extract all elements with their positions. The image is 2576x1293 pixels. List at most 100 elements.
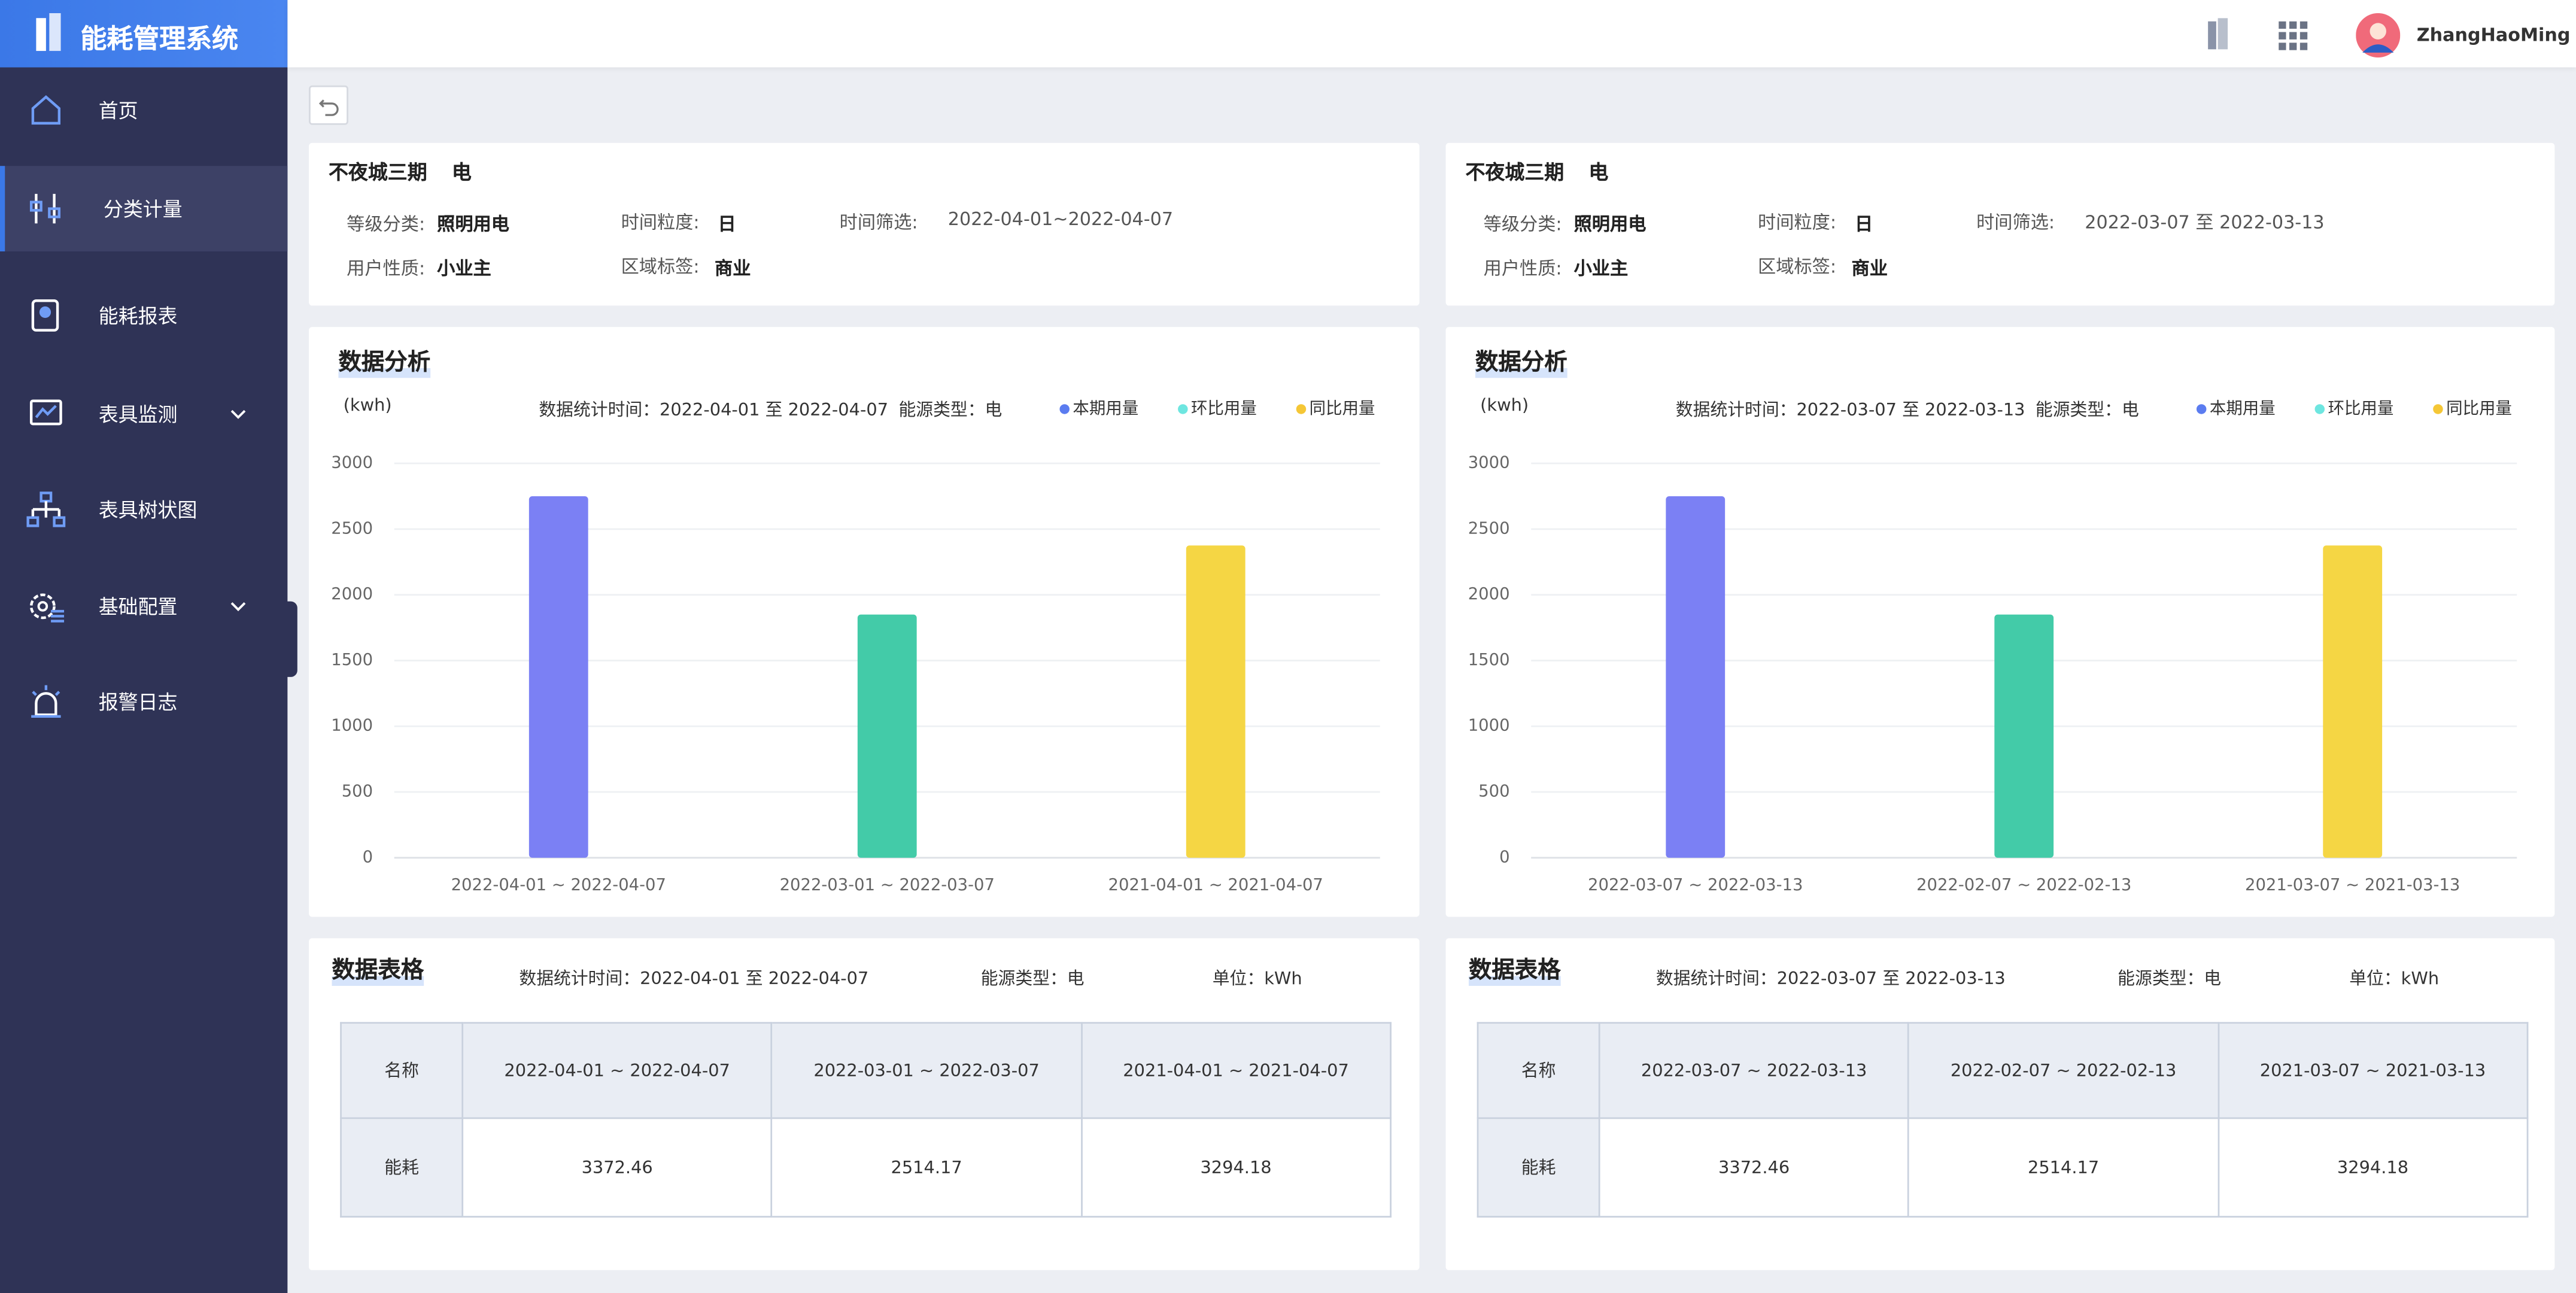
legend-label: 本期用量 [1073, 399, 1138, 418]
chart: (kwh) 数据统计时间：2022-03-07 至 2022-03-13 能源类型：… [1468, 394, 2517, 894]
legend-dot [2196, 404, 2207, 414]
field-value: 照明用电 [437, 213, 509, 235]
info-card: 不夜城三期电等级分类: 照明用电 时间粒度: 日 时间筛选: 2022-03-07 至 2… [1445, 142, 2555, 306]
x-tick-label: 2022-04-01 ~ 2022-04-07 [451, 876, 666, 894]
bar [1666, 496, 1726, 858]
table-row: 能耗 3372.46 2514.17 3294.18 [340, 1117, 1392, 1218]
y-axis-label: (kwh) [1480, 394, 1529, 415]
collapse-handle[interactable] [284, 601, 297, 677]
header-cell: 2022-03-01 ~ 2022-03-07 [771, 1022, 1082, 1119]
y-tick-label: 2000 [1468, 585, 1510, 603]
menu-icon [31, 95, 61, 125]
header: ZhangHaoMing [287, 0, 2576, 68]
bar [857, 614, 917, 858]
app-title: 能耗管理系统 [80, 23, 239, 54]
unit: 单位：kWh [2349, 969, 2440, 990]
menu-item[interactable]: 表具监测 [0, 371, 287, 457]
legend-label: 同比用量 [1310, 399, 1375, 418]
avatar[interactable] [2356, 13, 2401, 58]
bar [1186, 545, 1246, 858]
menu-label: 报警日志 [98, 691, 178, 714]
energy-name: 电 [1588, 161, 1609, 184]
y-tick-label: 1500 [1468, 651, 1510, 669]
menu-label: 基础配置 [98, 596, 178, 619]
table-header-row: 名称 2022-04-01 ~ 2022-04-07 2022-03-01 ~ 20… [340, 1022, 1392, 1119]
table-card: 数据表格 数据统计时间：2022-03-07 至 2022-03-13 能源类型：电… [1445, 938, 2555, 1270]
data-table: 名称 2022-04-01 ~ 2022-04-07 2022-03-01 ~ 20… [340, 1022, 1392, 1218]
section-title: 数据分析 [1475, 345, 1568, 378]
back-button[interactable] [309, 85, 348, 125]
chevron [230, 409, 246, 419]
field-value: 商业 [1851, 257, 1888, 280]
table-cell: 2514.17 [1907, 1117, 2219, 1218]
apps-icon[interactable] [2279, 21, 2308, 51]
menu-label: 表具树状图 [98, 499, 198, 522]
x-tick-label: 2021-03-07 ~ 2021-03-13 [2245, 876, 2460, 894]
y-tick-label: 0 [363, 848, 373, 866]
logo-icon [36, 13, 61, 51]
menu-item[interactable]: 报警日志 [0, 659, 287, 745]
stat-time: 数据统计时间：2022-03-07 至 2022-03-13 [1676, 399, 2025, 420]
table-header-row: 名称 2022-03-07 ~ 2022-03-13 2022-02-07 ~ 20… [1477, 1022, 2529, 1119]
menu-icon [26, 491, 66, 527]
table-cell: 能耗 [340, 1117, 464, 1218]
logo-bar[interactable]: 能耗管理系统 [0, 0, 288, 68]
field-value: 2022-03-07 至 2022-03-13 [2085, 212, 2325, 233]
section-title: 数据表格 [332, 953, 424, 986]
table-card: 数据表格 数据统计时间：2022-04-01 至 2022-04-07 能源类型：电… [309, 938, 1420, 1270]
field-value: 商业 [715, 257, 751, 280]
table-row: 能耗 3372.46 2514.17 3294.18 [1477, 1117, 2529, 1218]
y-tick-label: 500 [342, 782, 373, 801]
user-name[interactable]: ZhangHaoMing [2416, 25, 2571, 46]
table-cell: 3294.18 [1080, 1117, 1392, 1218]
y-tick-label: 500 [1478, 782, 1509, 801]
field-value: 2022-04-01~2022-04-07 [947, 208, 1174, 230]
menu-item[interactable]: 能耗报表 [0, 273, 287, 359]
bar [1994, 614, 2054, 858]
field-label: 时间筛选: [839, 212, 918, 233]
menu-item[interactable]: 分类计量 [0, 166, 288, 251]
field-label: 等级分类: [1483, 213, 1562, 235]
y-tick-label: 2000 [331, 585, 373, 603]
energy-type: 能源类型：电 [2036, 399, 2139, 420]
table-cell: 3294.18 [2217, 1117, 2529, 1218]
stat-time: 数据统计时间：2022-03-07 至 2022-03-13 [1655, 969, 2006, 990]
table-cell: 3372.46 [1598, 1117, 1910, 1218]
menu-label: 分类计量 [103, 198, 183, 221]
y-tick-label: 0 [1499, 848, 1509, 866]
menu-icon [29, 399, 62, 426]
menu-label: 表具监测 [98, 403, 178, 427]
sidebar: 能耗管理系统 首页分类计量能耗报表表具监测表具树状图基础配置报警日志 [0, 0, 288, 1293]
legend-dot [2314, 404, 2325, 414]
field-label: 时间粒度: [621, 212, 700, 233]
header-cell: 2022-04-01 ~ 2022-04-07 [461, 1022, 773, 1119]
field-value: 小业主 [437, 257, 491, 280]
menu-icon [31, 685, 61, 718]
menu-item[interactable]: 表具树状图 [0, 467, 287, 553]
site-title: 不夜城三期 [1465, 161, 1565, 184]
x-tick-label: 2021-04-01 ~ 2021-04-07 [1108, 876, 1323, 894]
header-cell: 2021-03-07 ~ 2021-03-13 [2217, 1022, 2529, 1119]
chart-card: 数据分析 (kwh) 数据统计时间：2022-03-07 至 2022-03-13 能… [1445, 327, 2555, 917]
field-label: 用户性质: [1483, 257, 1562, 280]
field-value: 照明用电 [1573, 213, 1647, 235]
x-tick-label: 2022-03-01 ~ 2022-03-07 [780, 876, 995, 894]
legend-dot [2433, 404, 2443, 414]
energy-type: 能源类型：电 [980, 969, 1085, 990]
stat-time: 数据统计时间：2022-04-01 至 2022-04-07 [539, 399, 888, 420]
y-tick-label: 1500 [331, 651, 373, 669]
bar [2323, 545, 2383, 858]
menu-item[interactable]: 基础配置 [0, 564, 287, 649]
menu-icon [29, 193, 61, 224]
field-value: 小业主 [1573, 257, 1629, 280]
energy-type: 能源类型：电 [898, 399, 1002, 420]
building-icon[interactable] [2205, 18, 2231, 51]
legend-label: 环比用量 [1191, 399, 1257, 418]
y-tick-label: 2500 [331, 519, 373, 538]
menu-icon [31, 299, 59, 332]
field-label: 等级分类: [347, 213, 426, 235]
menu-item[interactable]: 首页 [0, 68, 287, 153]
unit: 单位：kWh [1212, 969, 1302, 990]
